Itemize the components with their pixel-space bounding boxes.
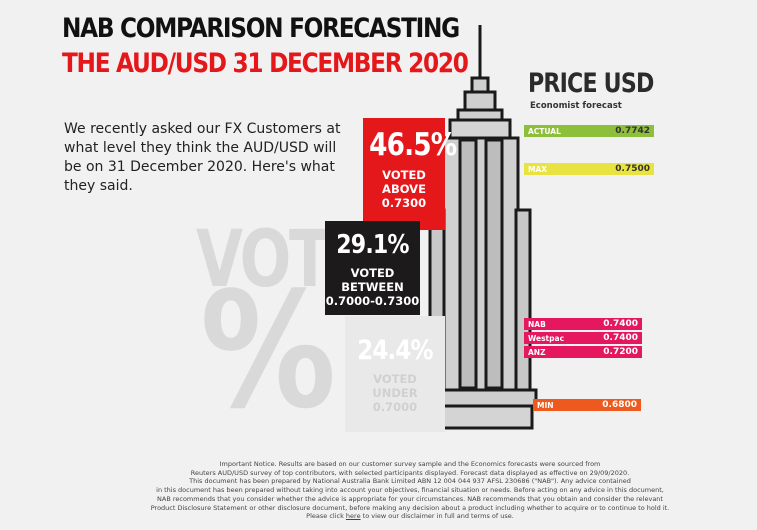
result-under-percent: 24.4% — [357, 335, 433, 366]
disclaimer-text: Please click — [306, 512, 344, 521]
price-row-value: 0.7500 — [615, 164, 650, 174]
result-above-box: 46.5% VOTED ABOVE 0.7300 — [363, 118, 457, 230]
disclaimer-line: in this document has been prepared witho… — [156, 486, 664, 495]
disclaimer-line: Product Disclosure Statement or other di… — [150, 503, 670, 512]
price-row-value: 0.6800 — [602, 400, 637, 410]
price-row-value: 0.7400 — [603, 319, 638, 329]
title-line-2: THE AUD/USD 31 DECEMBER 2020 — [62, 48, 469, 79]
price-subheading: Economist forecast — [530, 101, 622, 111]
intro-text: We recently asked our FX Customers at wh… — [64, 121, 341, 194]
disclaimer-link[interactable]: here — [345, 512, 361, 521]
result-above-label-2: ABOVE — [382, 182, 426, 196]
result-under-label-2: UNDER — [372, 386, 418, 400]
result-between-label-2: BETWEEN — [341, 280, 404, 294]
price-row-label: ACTUAL — [528, 126, 561, 136]
result-between-label-1: VOTED — [350, 266, 395, 280]
result-between-label-3: 0.7000-0.7300 — [325, 294, 420, 308]
price-row-label: MAX — [528, 164, 548, 174]
price-row-max: MAX 0.7500 — [524, 163, 654, 175]
vote-percent-symbol: % — [200, 257, 337, 444]
title-line-1: NAB COMPARISON FORECASTING — [62, 13, 460, 44]
result-above-label-1: VOTED — [382, 168, 426, 182]
price-row-label: ANZ — [528, 347, 546, 357]
price-row-anz: ANZ 0.7200 — [524, 346, 642, 358]
result-under-box: 24.4% VOTED UNDER 0.7000 — [345, 316, 445, 432]
price-row-label: MIN — [537, 400, 554, 410]
price-row-actual: ACTUAL 0.7742 — [524, 125, 654, 137]
price-row-nab: NAB 0.7400 — [524, 318, 642, 330]
result-under-label-1: VOTED — [373, 372, 417, 386]
disclaimer-line: This document has been prepared by Natio… — [189, 477, 631, 486]
price-row-label: Westpac — [528, 333, 565, 343]
result-above-label-3: 0.7300 — [381, 196, 427, 210]
disclaimer-line: Important Notice. Results are based on o… — [219, 460, 601, 468]
price-row-westpac: Westpac 0.7400 — [524, 332, 642, 344]
price-row-value: 0.7400 — [603, 333, 638, 343]
price-row-value: 0.7742 — [615, 126, 650, 136]
disclaimer-line: NAB recommends that you consider whether… — [157, 494, 663, 503]
result-under-label-3: 0.7000 — [372, 400, 418, 414]
price-row-value: 0.7200 — [603, 347, 638, 357]
disclaimer: Important Notice. Results are based on o… — [150, 460, 670, 521]
disclaimer-text: to view our disclaimer in full and terms… — [362, 512, 514, 521]
result-between-percent: 29.1% — [336, 230, 409, 260]
result-above-percent: 46.5% — [369, 127, 457, 163]
disclaimer-line: Reuters AUD/USD survey of top contributo… — [190, 468, 630, 477]
disclaimer-last-line: Please click here to view our disclaimer… — [150, 512, 670, 521]
price-row-min: MIN 0.6800 — [533, 399, 641, 411]
result-between-box: 29.1% VOTED BETWEEN 0.7000-0.7300 — [325, 221, 420, 315]
price-row-label: NAB — [528, 319, 546, 329]
price-heading: PRICE USD — [528, 68, 654, 99]
